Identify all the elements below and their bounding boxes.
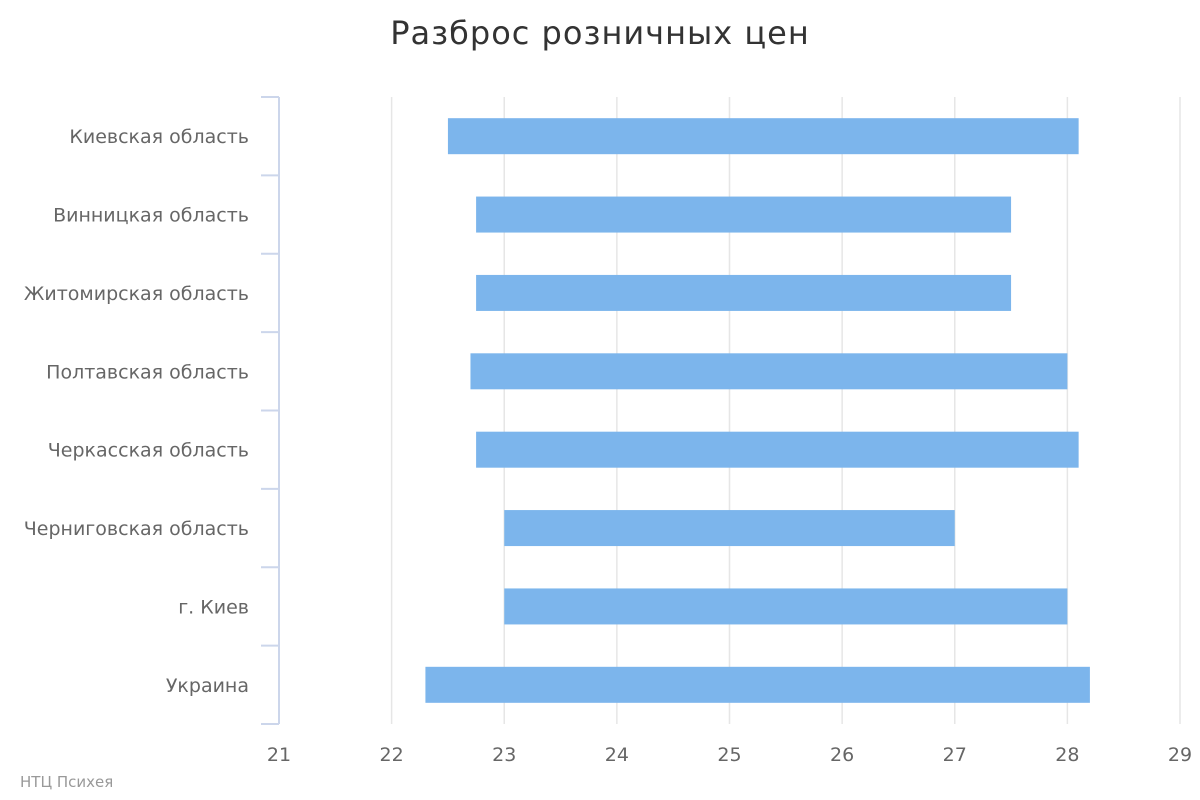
category-label-4: Черкасская область <box>48 440 249 462</box>
category-label-3: Полтавская область <box>46 361 249 383</box>
range-bar-7[interactable] <box>425 666 1090 703</box>
x-tick-label-23: 23 <box>492 744 516 766</box>
range-bar-4[interactable] <box>476 431 1079 468</box>
category-label-7: Украина <box>166 675 249 697</box>
range-bar-3[interactable] <box>470 353 1068 390</box>
x-tick-label-24: 24 <box>605 744 629 766</box>
x-tick-label-27: 27 <box>943 744 967 766</box>
chart-title: Разброс розничных цен <box>390 14 810 52</box>
range-bar-5[interactable] <box>504 510 955 547</box>
range-bar-1[interactable] <box>476 196 1012 233</box>
x-tick-label-25: 25 <box>717 744 741 766</box>
range-bar-6[interactable] <box>504 588 1068 625</box>
category-label-5: Черниговская область <box>24 518 249 540</box>
category-label-0: Киевская область <box>69 126 249 148</box>
x-tick-label-28: 28 <box>1055 744 1079 766</box>
credits-link[interactable]: НТЦ Психея <box>20 773 114 791</box>
x-tick-label-26: 26 <box>830 744 854 766</box>
x-tick-label-21: 21 <box>267 744 291 766</box>
category-label-2: Житомирская область <box>24 283 249 305</box>
category-label-1: Винницкая область <box>53 205 249 227</box>
x-tick-label-22: 22 <box>380 744 404 766</box>
range-bar-0[interactable] <box>447 118 1079 155</box>
category-label-6: г. Киев <box>178 596 249 618</box>
x-tick-label-29: 29 <box>1168 744 1192 766</box>
range-bar-2[interactable] <box>476 274 1012 311</box>
